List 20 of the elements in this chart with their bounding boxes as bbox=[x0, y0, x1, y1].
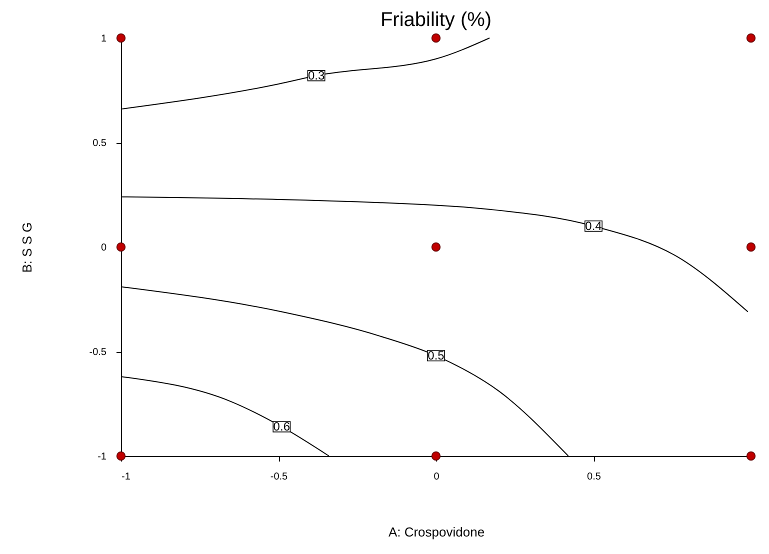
y-tick-label: 1 bbox=[100, 34, 107, 44]
y-tick-label: -1 bbox=[98, 452, 107, 462]
point bbox=[431, 242, 441, 252]
point bbox=[431, 451, 441, 461]
point bbox=[116, 33, 126, 43]
x-tick-label: 0 bbox=[434, 472, 440, 482]
chart-title: Friability (%) bbox=[380, 9, 492, 32]
point bbox=[746, 451, 756, 461]
x-tick-label: 0.5 bbox=[587, 472, 602, 482]
y-tick-label: -0.5 bbox=[89, 347, 107, 358]
point bbox=[431, 33, 441, 43]
y-tick-label: 0 bbox=[100, 242, 107, 254]
point bbox=[746, 33, 756, 43]
y-axis-title: B: S S G bbox=[19, 222, 34, 273]
x-tick-label: -0.5 bbox=[270, 472, 288, 482]
x-axis-title: A: Crospovidone bbox=[388, 524, 485, 540]
point bbox=[116, 242, 126, 252]
x-tick-label: -1 bbox=[122, 472, 131, 482]
point bbox=[746, 242, 756, 252]
y-tick-label: 0.5 bbox=[92, 138, 107, 149]
